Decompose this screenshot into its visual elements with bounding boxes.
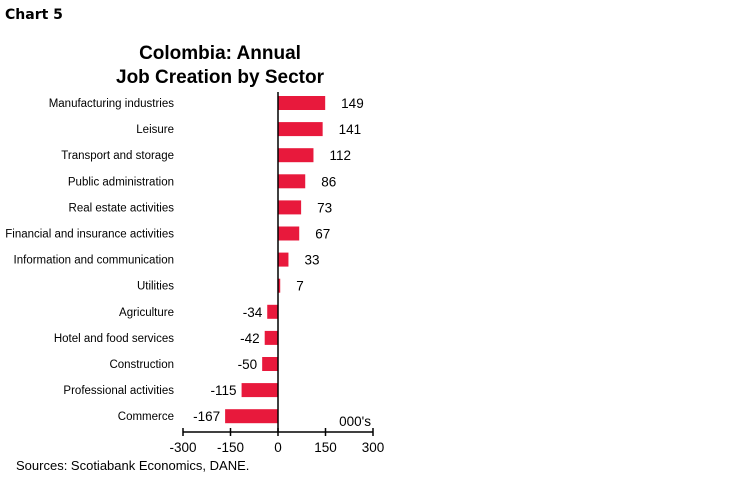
data-label: 73 (317, 200, 332, 215)
category-label: Real estate activities (69, 202, 175, 214)
category-label: Professional activities (63, 385, 174, 397)
category-label: Leisure (136, 124, 174, 136)
bar (264, 330, 278, 345)
bar (278, 252, 289, 267)
x-tick-label: 0 (274, 440, 282, 455)
chart-title-line-2: Job Creation by Sector (116, 67, 324, 88)
category-label: Agriculture (119, 307, 174, 319)
bar (278, 278, 281, 293)
bar (278, 226, 300, 241)
bar (267, 304, 278, 319)
data-label: 86 (321, 174, 336, 189)
bar (241, 383, 278, 398)
source-note: Sources: Scotiabank Economics, DANE. (16, 458, 250, 473)
bar (278, 148, 314, 163)
data-label: -50 (238, 357, 258, 372)
bar (225, 409, 278, 424)
data-label: -34 (243, 305, 263, 320)
data-label: 67 (315, 227, 330, 242)
bar (278, 96, 326, 110)
data-label: -42 (240, 331, 260, 346)
data-label: 141 (339, 122, 362, 137)
data-label: 33 (304, 253, 319, 268)
data-label: -115 (211, 383, 237, 398)
data-label: 7 (296, 279, 304, 294)
bar (278, 174, 306, 189)
x-tick-label: 300 (362, 440, 385, 455)
data-label: 112 (329, 148, 351, 163)
data-label: -167 (193, 409, 220, 424)
category-label: Public administration (68, 176, 174, 188)
x-tick-label: -150 (217, 440, 244, 455)
bar (278, 200, 302, 215)
category-label: Commerce (118, 411, 174, 423)
category-label: Hotel and food services (54, 333, 174, 345)
chart-title: Colombia: Annual Job Creation by Sector (60, 42, 380, 90)
x-tick-label: -300 (169, 440, 196, 455)
bar (278, 122, 323, 137)
category-label: Information and communication (14, 255, 174, 267)
bar (262, 357, 278, 371)
chart-label: Chart 5 (5, 7, 63, 23)
x-tick-label: 150 (314, 440, 337, 455)
category-label: Manufacturing industries (49, 98, 175, 110)
category-label: Utilities (137, 281, 174, 293)
unit-label: 000's (339, 414, 371, 429)
data-label: 149 (341, 96, 364, 111)
category-label: Transport and storage (61, 150, 174, 162)
category-label: Construction (109, 359, 174, 371)
chart-title-line-1: Colombia: Annual (139, 43, 301, 64)
category-label: Financial and insurance activities (5, 229, 174, 241)
